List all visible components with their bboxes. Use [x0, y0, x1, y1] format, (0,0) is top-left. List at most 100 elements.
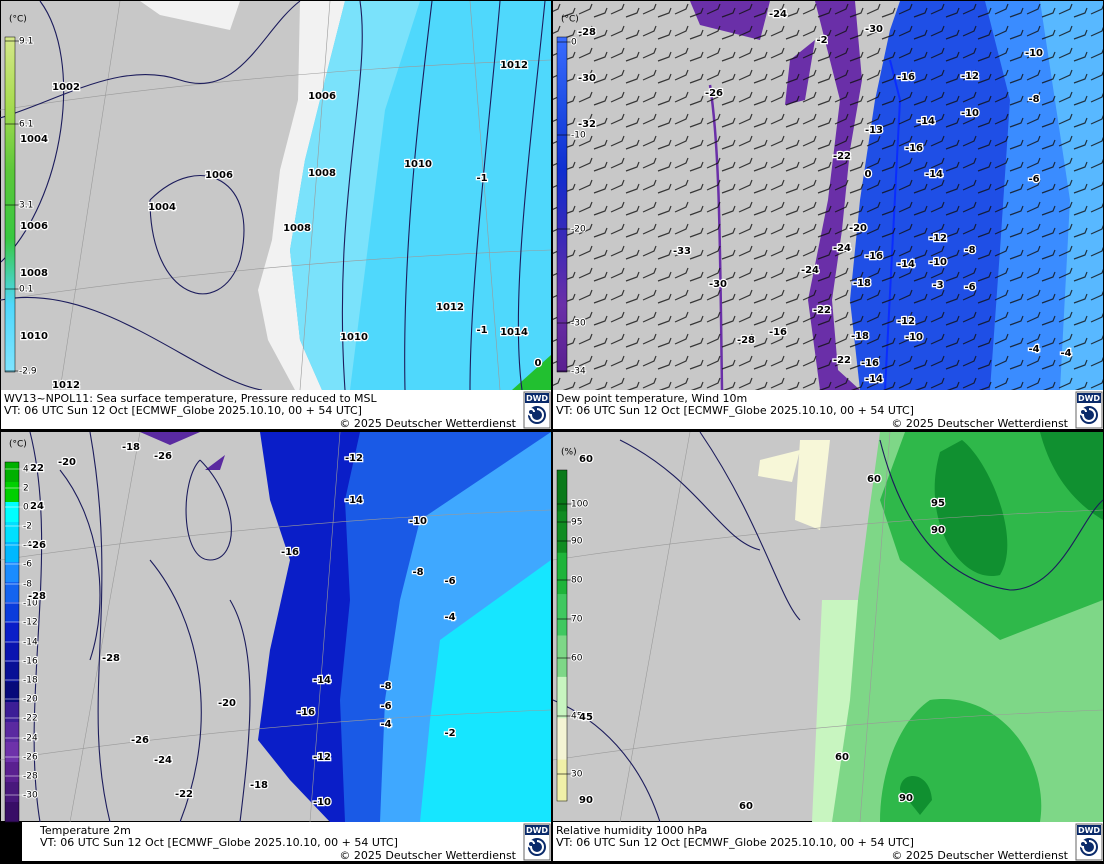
contour-label: -14 — [917, 116, 935, 127]
logo-text: DWD — [526, 394, 548, 403]
logo-top — [525, 825, 549, 835]
contour-label: -16 — [905, 143, 923, 154]
contour-label: 90 — [899, 793, 913, 804]
legend-label: -26 — [23, 753, 38, 763]
caption-title: Dew point temperature, Wind 10m — [556, 392, 747, 405]
caption-bg — [553, 390, 1103, 429]
contour-label: 60 — [739, 801, 753, 812]
caption-valid: VT: 06 UTC Sun 12 Oct [ECMWF_Globe 2025.… — [40, 836, 398, 849]
contour-label: -22 — [833, 355, 851, 366]
contour-label: 1004 — [20, 134, 48, 145]
contour-label: -14 — [865, 374, 883, 385]
legend-band — [5, 522, 19, 543]
legend-label: 2 — [23, 484, 29, 494]
legend-label: -8 — [23, 580, 32, 590]
contour-label: -8 — [1028, 94, 1039, 105]
contour-label: -8 — [964, 245, 975, 256]
legend-label: 95 — [571, 518, 582, 528]
contour-label: -33 — [673, 246, 691, 257]
legend-label: -2.9 — [19, 367, 37, 377]
contour-label: -4 — [380, 719, 391, 730]
contour-label: 1006 — [20, 221, 48, 232]
caption-valid: VT: 06 UTC Sun 12 Oct [ECMWF_Globe 2025.… — [556, 404, 914, 417]
contour-label: -10 — [313, 797, 331, 808]
legend-label: -10 — [571, 131, 586, 141]
contour-label: -16 — [861, 358, 879, 369]
contour-label: -10 — [929, 257, 947, 268]
legend-label: 45 — [571, 712, 582, 722]
contour-label: -14 — [897, 259, 915, 270]
legend-label: 0 — [23, 503, 29, 513]
logo-swirl-inner — [1079, 840, 1096, 854]
map-dewpoint — [553, 1, 1103, 391]
legend-unit: (%) — [561, 448, 577, 458]
contour-label: 90 — [931, 525, 945, 536]
logo-swirl-inner — [527, 840, 544, 854]
contour-label: -26 — [28, 540, 46, 551]
contour-label: -10 — [1025, 48, 1043, 59]
contour-label: -26 — [131, 735, 149, 746]
contour-label: -22 — [175, 789, 193, 800]
contour-label: -13 — [865, 125, 883, 136]
contour-label: -6 — [964, 282, 975, 293]
legend-label: 0 — [571, 38, 577, 48]
contour-label: 95 — [931, 498, 945, 509]
contour-label: 60 — [579, 454, 593, 465]
contour-label: -14 — [345, 495, 363, 506]
legend-band — [5, 482, 19, 503]
legend-label: 30 — [571, 770, 583, 780]
legend-band — [5, 642, 19, 663]
legend-band — [5, 562, 19, 583]
legend-band — [5, 602, 19, 623]
legend-label: -6 — [23, 560, 32, 570]
legend-band — [557, 470, 567, 512]
legend-label: -18 — [23, 676, 38, 686]
legend-unit: (°C) — [9, 15, 27, 25]
legend-label: -30 — [571, 319, 586, 329]
legend-label: 90 — [571, 537, 583, 547]
caption-title: Relative humidity 1000 hPa — [556, 824, 707, 837]
contour-label: -30 — [865, 24, 883, 35]
legend-band — [5, 462, 19, 483]
contour-label: -3 — [932, 280, 943, 291]
legend-band — [5, 762, 19, 783]
legend-label: 100 — [571, 500, 588, 510]
contour-label: -10 — [961, 108, 979, 119]
contour-label: -20 — [218, 698, 236, 709]
legend-band — [5, 542, 19, 563]
legend-label: -20 — [23, 695, 38, 705]
caption-title: Temperature 2m — [39, 824, 131, 837]
contour-label: -16 — [897, 72, 915, 83]
contour-label: 1012 — [52, 380, 80, 391]
legend-label: 70 — [571, 615, 583, 625]
contour-label: -1 — [476, 173, 487, 184]
legend-label: 80 — [571, 576, 583, 586]
contour-label: -24 — [833, 243, 851, 254]
contour-label: -8 — [380, 681, 391, 692]
caption-bg — [553, 822, 1103, 861]
legend-unit: (°C) — [561, 15, 579, 25]
contour-label: 1008 — [308, 168, 336, 179]
legend-label: 3.1 — [19, 201, 33, 211]
contour-label: 1002 — [52, 82, 80, 93]
legend-label: -14 — [23, 638, 38, 648]
logo-text: DWD — [526, 826, 548, 835]
contour-label: -24 — [801, 265, 819, 276]
legend-band — [5, 782, 19, 803]
contour-label: -6 — [1028, 174, 1039, 185]
map-t2m — [0, 431, 552, 823]
contour-label: -28 — [102, 653, 120, 664]
caption-copyright: © 2025 Deutscher Wetterdienst — [891, 849, 1068, 862]
contour-label: -18 — [851, 331, 869, 342]
contour-label: -30 — [578, 73, 596, 84]
contour-label: -12 — [313, 752, 331, 763]
contour-label: 1010 — [404, 159, 432, 170]
contour-label: 1004 — [148, 202, 176, 213]
contour-label: -30 — [709, 279, 727, 290]
legend-band — [557, 759, 567, 802]
contour-label: -18 — [122, 442, 140, 453]
contour-label: -26 — [705, 88, 723, 99]
caption-copyright: © 2025 Deutscher Wetterdienst — [891, 417, 1068, 430]
legend-band — [557, 635, 567, 678]
